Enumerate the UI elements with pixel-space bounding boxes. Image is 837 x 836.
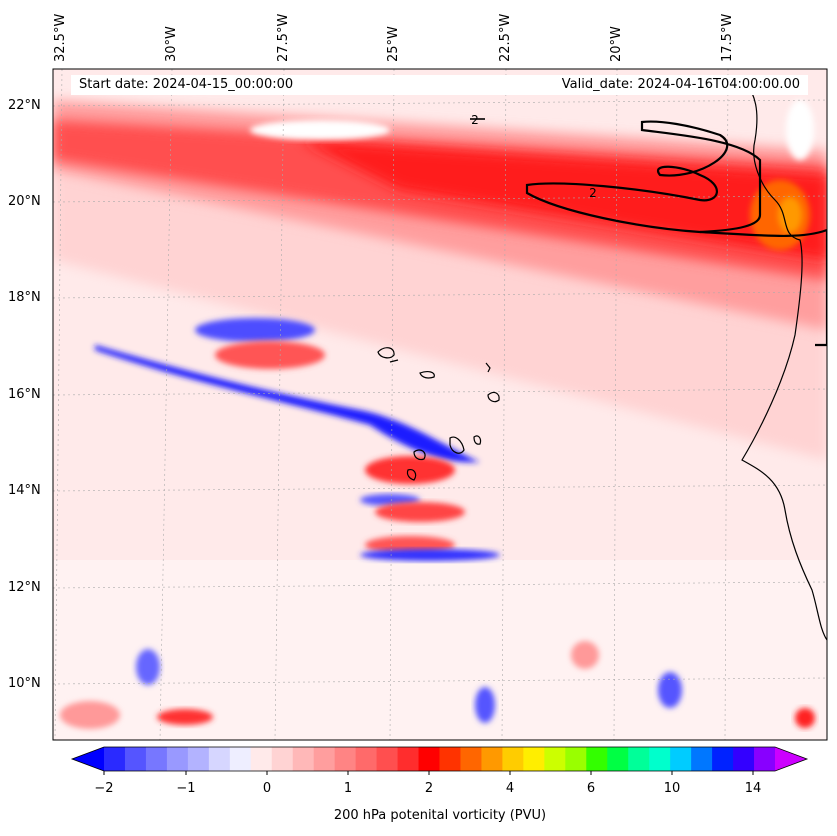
lon-label: 17.5°W: [720, 13, 735, 62]
colorbar-tick-label: 0: [262, 781, 272, 796]
colorbar-segment: [355, 747, 378, 771]
colorbar-segment: [691, 747, 713, 771]
lon-label: 20°W: [609, 26, 624, 62]
colorbar-segment: [439, 747, 461, 771]
colorbar-extend-min: [72, 747, 104, 771]
lon-label: 27.5°W: [276, 13, 291, 62]
colorbar-segment: [271, 747, 294, 771]
colorbar-segment: [670, 747, 692, 771]
contour-label: 2: [589, 186, 597, 200]
colorbar-segment: [166, 747, 189, 771]
colorbar-segment: [544, 747, 566, 771]
lon-label: 22.5°W: [498, 13, 513, 62]
colorbar-segment: [145, 747, 168, 771]
colorbar-segment: [334, 747, 357, 771]
africa-coastline: [741, 79, 827, 641]
colorbar-segment: [586, 747, 608, 771]
date-header: Start date: 2024-04-15_00:00:00 Valid_da…: [71, 75, 808, 95]
lat-label: 12°N: [8, 580, 41, 595]
colorbar-tick-label: 4: [505, 781, 515, 796]
colorbar-segment: [250, 747, 273, 771]
map-frame: [52, 68, 828, 741]
colorbar-segment: [397, 747, 420, 771]
colorbar-tick-label: −2: [94, 781, 114, 796]
colorbar-tick-label: 2: [424, 781, 434, 796]
colorbar-segment: [754, 747, 776, 771]
cape-verde-islands: [377, 347, 500, 481]
colorbar-segment: [418, 747, 440, 771]
colorbar-segment: [104, 747, 126, 771]
colorbar-segment: [565, 747, 587, 771]
colorbar-segment: [733, 747, 755, 771]
colorbar-segment: [607, 747, 629, 771]
colorbar: [70, 746, 809, 775]
start-date: Start date: 2024-04-15_00:00:00: [79, 77, 294, 92]
lon-label: 30°W: [164, 26, 179, 62]
colorbar-segment: [229, 747, 252, 771]
colorbar-tick-label: 1: [343, 781, 353, 796]
colorbar-segment: [187, 747, 210, 771]
gridlines: [53, 69, 827, 740]
colorbar-tick-label: 14: [744, 781, 762, 796]
colorbar-tick-label: 6: [586, 781, 596, 796]
lon-label: 25°W: [386, 26, 401, 62]
colorbar-segment: [523, 747, 545, 771]
colorbar-segment: [628, 747, 650, 771]
colorbar-title: 200 hPa potenital vorticity (PVU): [333, 808, 547, 823]
lat-label: 14°N: [8, 483, 41, 498]
colorbar-segment: [712, 747, 734, 771]
colorbar-segment: [502, 747, 524, 771]
colorbar-segment: [124, 747, 147, 771]
colorbar-tick-label: 10: [663, 781, 681, 796]
colorbar-segment: [292, 747, 315, 771]
lat-label: 20°N: [8, 194, 41, 209]
lat-label: 18°N: [8, 290, 41, 305]
colorbar-segment: [376, 747, 399, 771]
valid-date: Valid_date: 2024-04-16T04:00:00.00: [561, 77, 800, 92]
lat-label: 22°N: [8, 98, 41, 113]
map-field: [53, 69, 827, 740]
lon-label: 32.5°W: [53, 13, 68, 62]
lat-label: 16°N: [8, 387, 41, 402]
colorbar-segment: [649, 747, 671, 771]
lat-label: 10°N: [8, 676, 41, 691]
colorbar-extend-max: [775, 747, 807, 771]
colorbar-segment: [313, 747, 336, 771]
contour-label: 2: [471, 113, 479, 127]
colorbar-segment: [481, 747, 503, 771]
colorbar-segment: [460, 747, 482, 771]
colorbar-tick-label: −1: [176, 781, 196, 796]
colorbar-segment: [208, 747, 231, 771]
